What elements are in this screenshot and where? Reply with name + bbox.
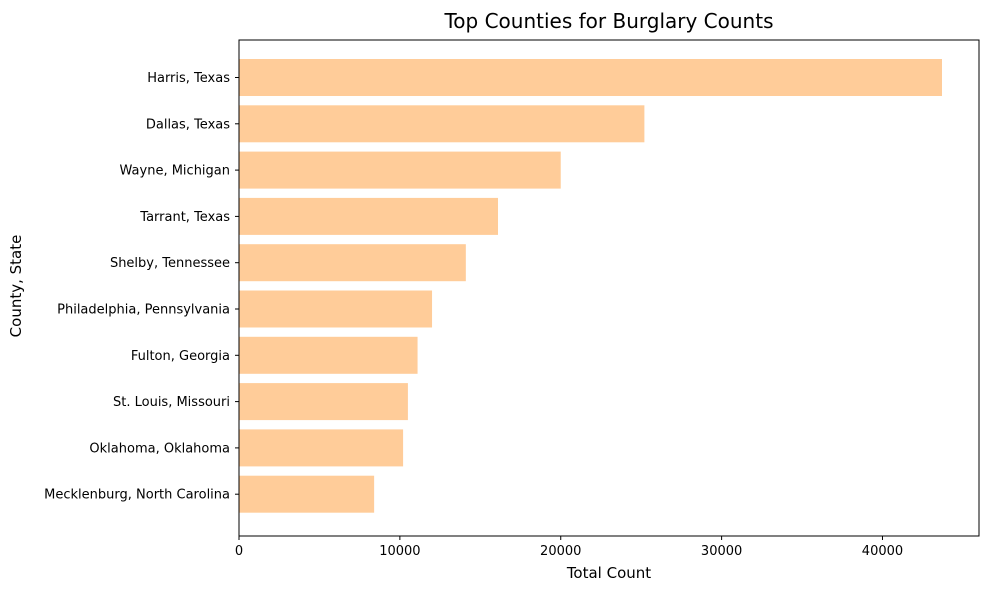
x-tick-label: 0 — [235, 544, 243, 559]
y-tick-label: Philadelphia, Pennsylvania — [57, 303, 230, 318]
y-tick-label: Tarrant, Texas — [139, 210, 230, 225]
bar-4 — [239, 244, 466, 282]
y-tick-label: St. Louis, Missouri — [113, 395, 230, 410]
bar-0 — [239, 59, 942, 96]
y-tick-label: Oklahoma, Oklahoma — [89, 441, 230, 456]
y-tick-label: Fulton, Georgia — [131, 349, 230, 364]
y-axis-label: County, State — [7, 235, 25, 338]
y-tick-label: Wayne, Michigan — [120, 164, 230, 179]
bar-3 — [239, 197, 498, 235]
x-tick-label: 10000 — [379, 544, 420, 559]
y-tick-label: Shelby, Tennessee — [110, 256, 230, 271]
bar-2 — [239, 151, 561, 189]
bars-group — [239, 59, 942, 513]
bar-9 — [239, 475, 375, 513]
bar-7 — [239, 383, 408, 421]
x-tick-label: 30000 — [701, 544, 742, 559]
x-axis-label: Total Count — [566, 564, 651, 582]
bar-1 — [239, 105, 645, 143]
bar-6 — [239, 336, 418, 374]
bar-5 — [239, 290, 433, 328]
axes-group: Harris, Texas Dallas, Texas Wayne, Michiga… — [44, 39, 980, 559]
x-tick-label: 40000 — [862, 544, 903, 559]
bar-8 — [239, 429, 404, 467]
y-tick-label: Dallas, Texas — [146, 117, 230, 132]
plot-frame — [238, 39, 980, 537]
y-tick-label: Harris, Texas — [147, 71, 230, 86]
x-tick-label: 20000 — [540, 544, 581, 559]
y-tick-label: Mecklenburg, North Carolina — [44, 488, 230, 503]
chart-title: Top Counties for Burglary Counts — [443, 9, 773, 33]
